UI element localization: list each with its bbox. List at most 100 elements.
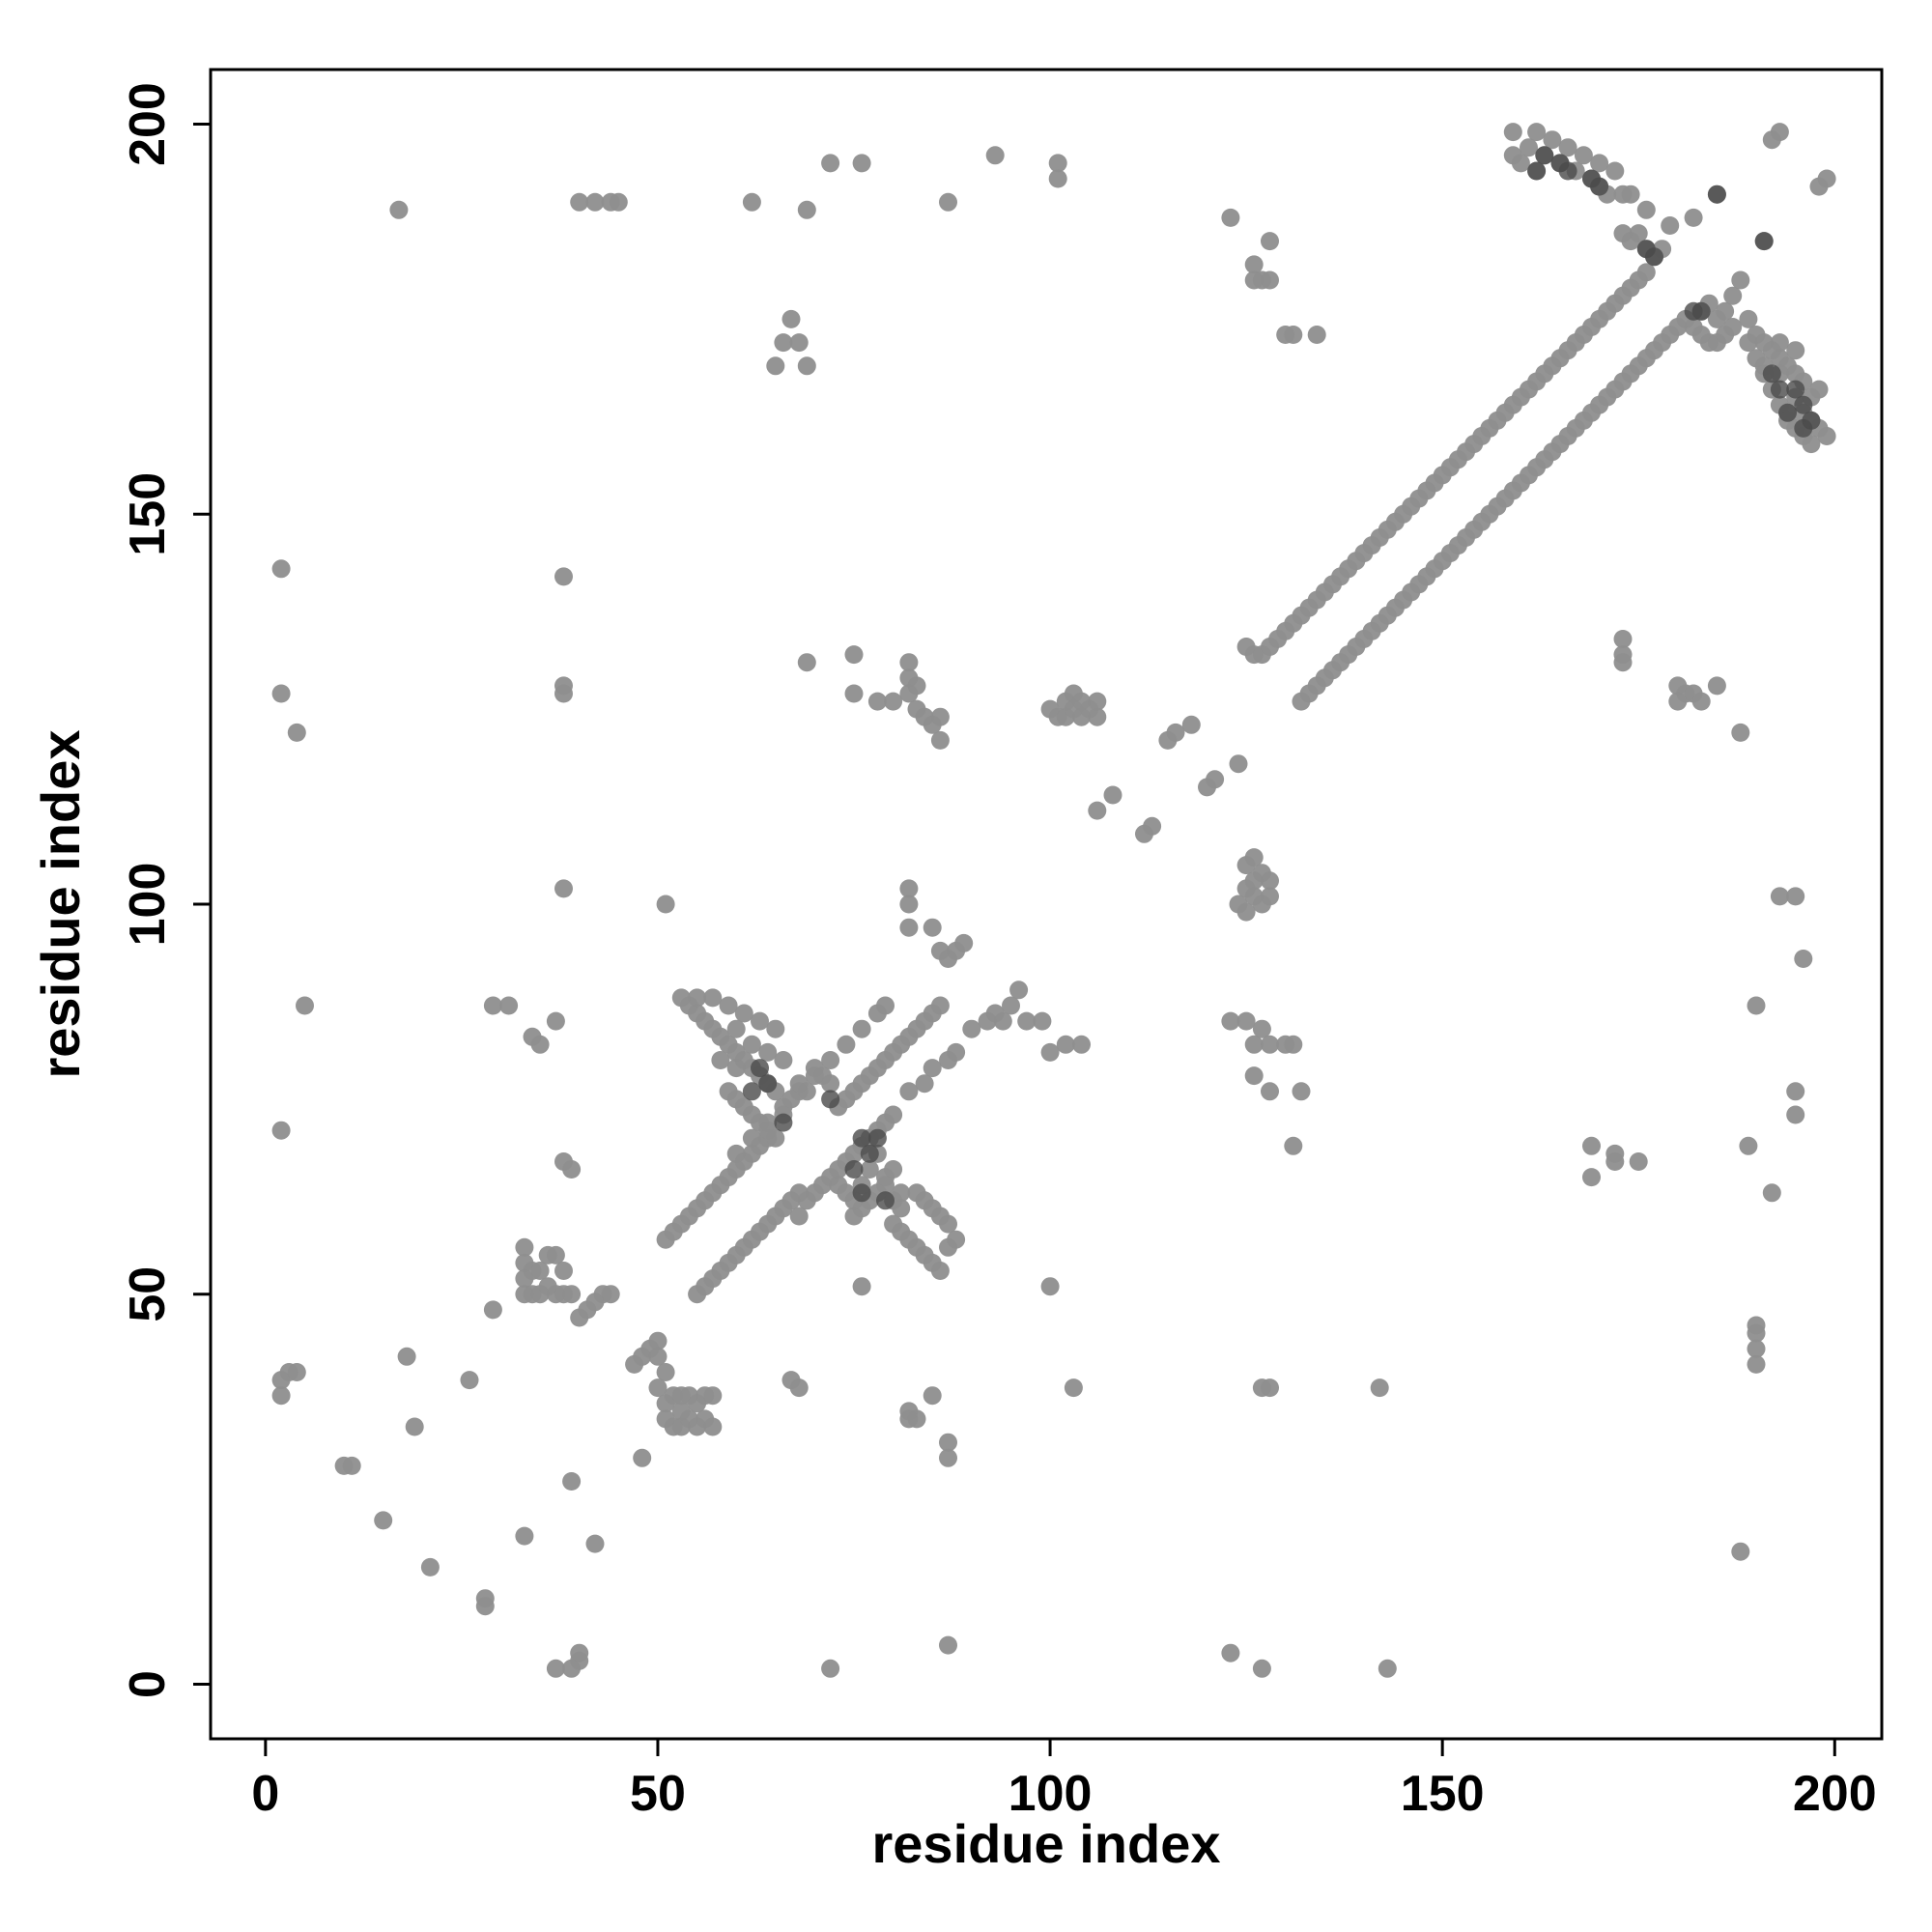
contact-point [515, 1237, 534, 1257]
contact-point [1786, 1082, 1805, 1101]
contact-point [844, 645, 864, 665]
contact-point [1605, 161, 1625, 181]
points-layer [271, 123, 1836, 1678]
contact-point [1033, 1011, 1052, 1031]
contact-point [703, 1417, 723, 1436]
contact-point [1181, 715, 1201, 734]
contact-point [1723, 286, 1743, 305]
x-tick-label: 150 [1401, 1766, 1485, 1822]
contact-point [930, 730, 950, 750]
contact-point [954, 933, 974, 952]
x-tick-label: 0 [251, 1766, 279, 1822]
contact-point [703, 988, 723, 1008]
contact-point [939, 192, 957, 212]
contact-point [726, 1019, 746, 1038]
contact-point [1056, 1035, 1075, 1054]
contact-point [844, 684, 864, 703]
contact-point [515, 1526, 534, 1546]
x-tick-label: 100 [1009, 1766, 1093, 1822]
contact-point [837, 1035, 856, 1054]
y-tick-label: 200 [120, 82, 176, 166]
contact-point [554, 1262, 573, 1280]
contact-point [1040, 1277, 1060, 1296]
contact-point [562, 1285, 582, 1304]
contact-point [939, 1635, 957, 1655]
contact-point [546, 1285, 565, 1304]
contact-point [1261, 1035, 1279, 1054]
contact-point [899, 895, 919, 914]
contact-point [1002, 996, 1020, 1015]
contact-point-dense [758, 1074, 778, 1094]
contact-point [546, 1659, 565, 1678]
contact-point [789, 1183, 809, 1203]
contact-point [860, 1160, 879, 1179]
contact-point [774, 1051, 793, 1069]
contact-point [789, 1378, 809, 1398]
contact-point [1794, 950, 1813, 968]
contact-point [546, 1011, 565, 1031]
contact-point [758, 1042, 778, 1062]
y-tick-label: 150 [120, 472, 176, 556]
contact-point-dense [1558, 161, 1577, 181]
contact-point-dense [1527, 161, 1547, 181]
contact-point [1527, 123, 1547, 142]
contact-point [1747, 1339, 1766, 1358]
contact-point [1307, 326, 1326, 344]
contact-point [1221, 208, 1240, 227]
contact-point-dense [742, 1082, 761, 1101]
contact-point [884, 1160, 903, 1179]
contact-point [1261, 270, 1279, 290]
contact-point [405, 1417, 424, 1436]
contact-point [1817, 427, 1836, 445]
contact-point [1691, 692, 1711, 711]
contact-point [867, 692, 887, 711]
contact-point [899, 918, 919, 937]
contact-point [1786, 887, 1805, 906]
contact-point [530, 1035, 550, 1054]
contact-point [1747, 1323, 1766, 1343]
contact-point [1786, 1105, 1805, 1124]
contact-point [530, 1285, 550, 1304]
contact-point-dense [1590, 177, 1609, 196]
contact-point [1244, 871, 1264, 891]
contact-point [852, 154, 871, 173]
contact-point [1543, 130, 1562, 150]
contact-point [609, 192, 628, 212]
contact-point [648, 1331, 668, 1350]
contact-point [656, 895, 675, 914]
contact-point [766, 1019, 785, 1038]
contact-point [1723, 318, 1743, 336]
contact-point-dense [844, 1160, 864, 1179]
contact-point [671, 1386, 691, 1406]
contact-point-dense [774, 1113, 793, 1132]
contact-point [648, 1378, 668, 1398]
contact-point-dense [1794, 395, 1813, 414]
contact-point [1582, 1168, 1601, 1187]
contact-point [923, 1059, 942, 1078]
contact-point [751, 1011, 769, 1031]
contact-point [271, 559, 291, 579]
contact-point [483, 1300, 502, 1320]
contact-point [1166, 723, 1185, 742]
contact-point-dense [1778, 403, 1797, 422]
contact-point [1292, 692, 1311, 711]
contact-point [789, 1207, 809, 1226]
contact-point [1582, 1136, 1601, 1155]
contact-point [742, 192, 761, 212]
contact-point [852, 1019, 871, 1038]
contact-point [342, 1456, 361, 1475]
contact-point [930, 1262, 950, 1280]
contact-point [1661, 216, 1680, 235]
contact-point [774, 333, 793, 353]
contact-point-dense [852, 1183, 871, 1203]
contact-point [562, 1160, 582, 1179]
contact-point-dense [876, 1191, 895, 1210]
contact-point [1252, 1659, 1271, 1678]
contact-point [1103, 785, 1122, 805]
contact-point [397, 1347, 416, 1366]
contact-point [1739, 1136, 1758, 1155]
contact-point-dense [1770, 380, 1789, 399]
contact-point [562, 1472, 582, 1491]
